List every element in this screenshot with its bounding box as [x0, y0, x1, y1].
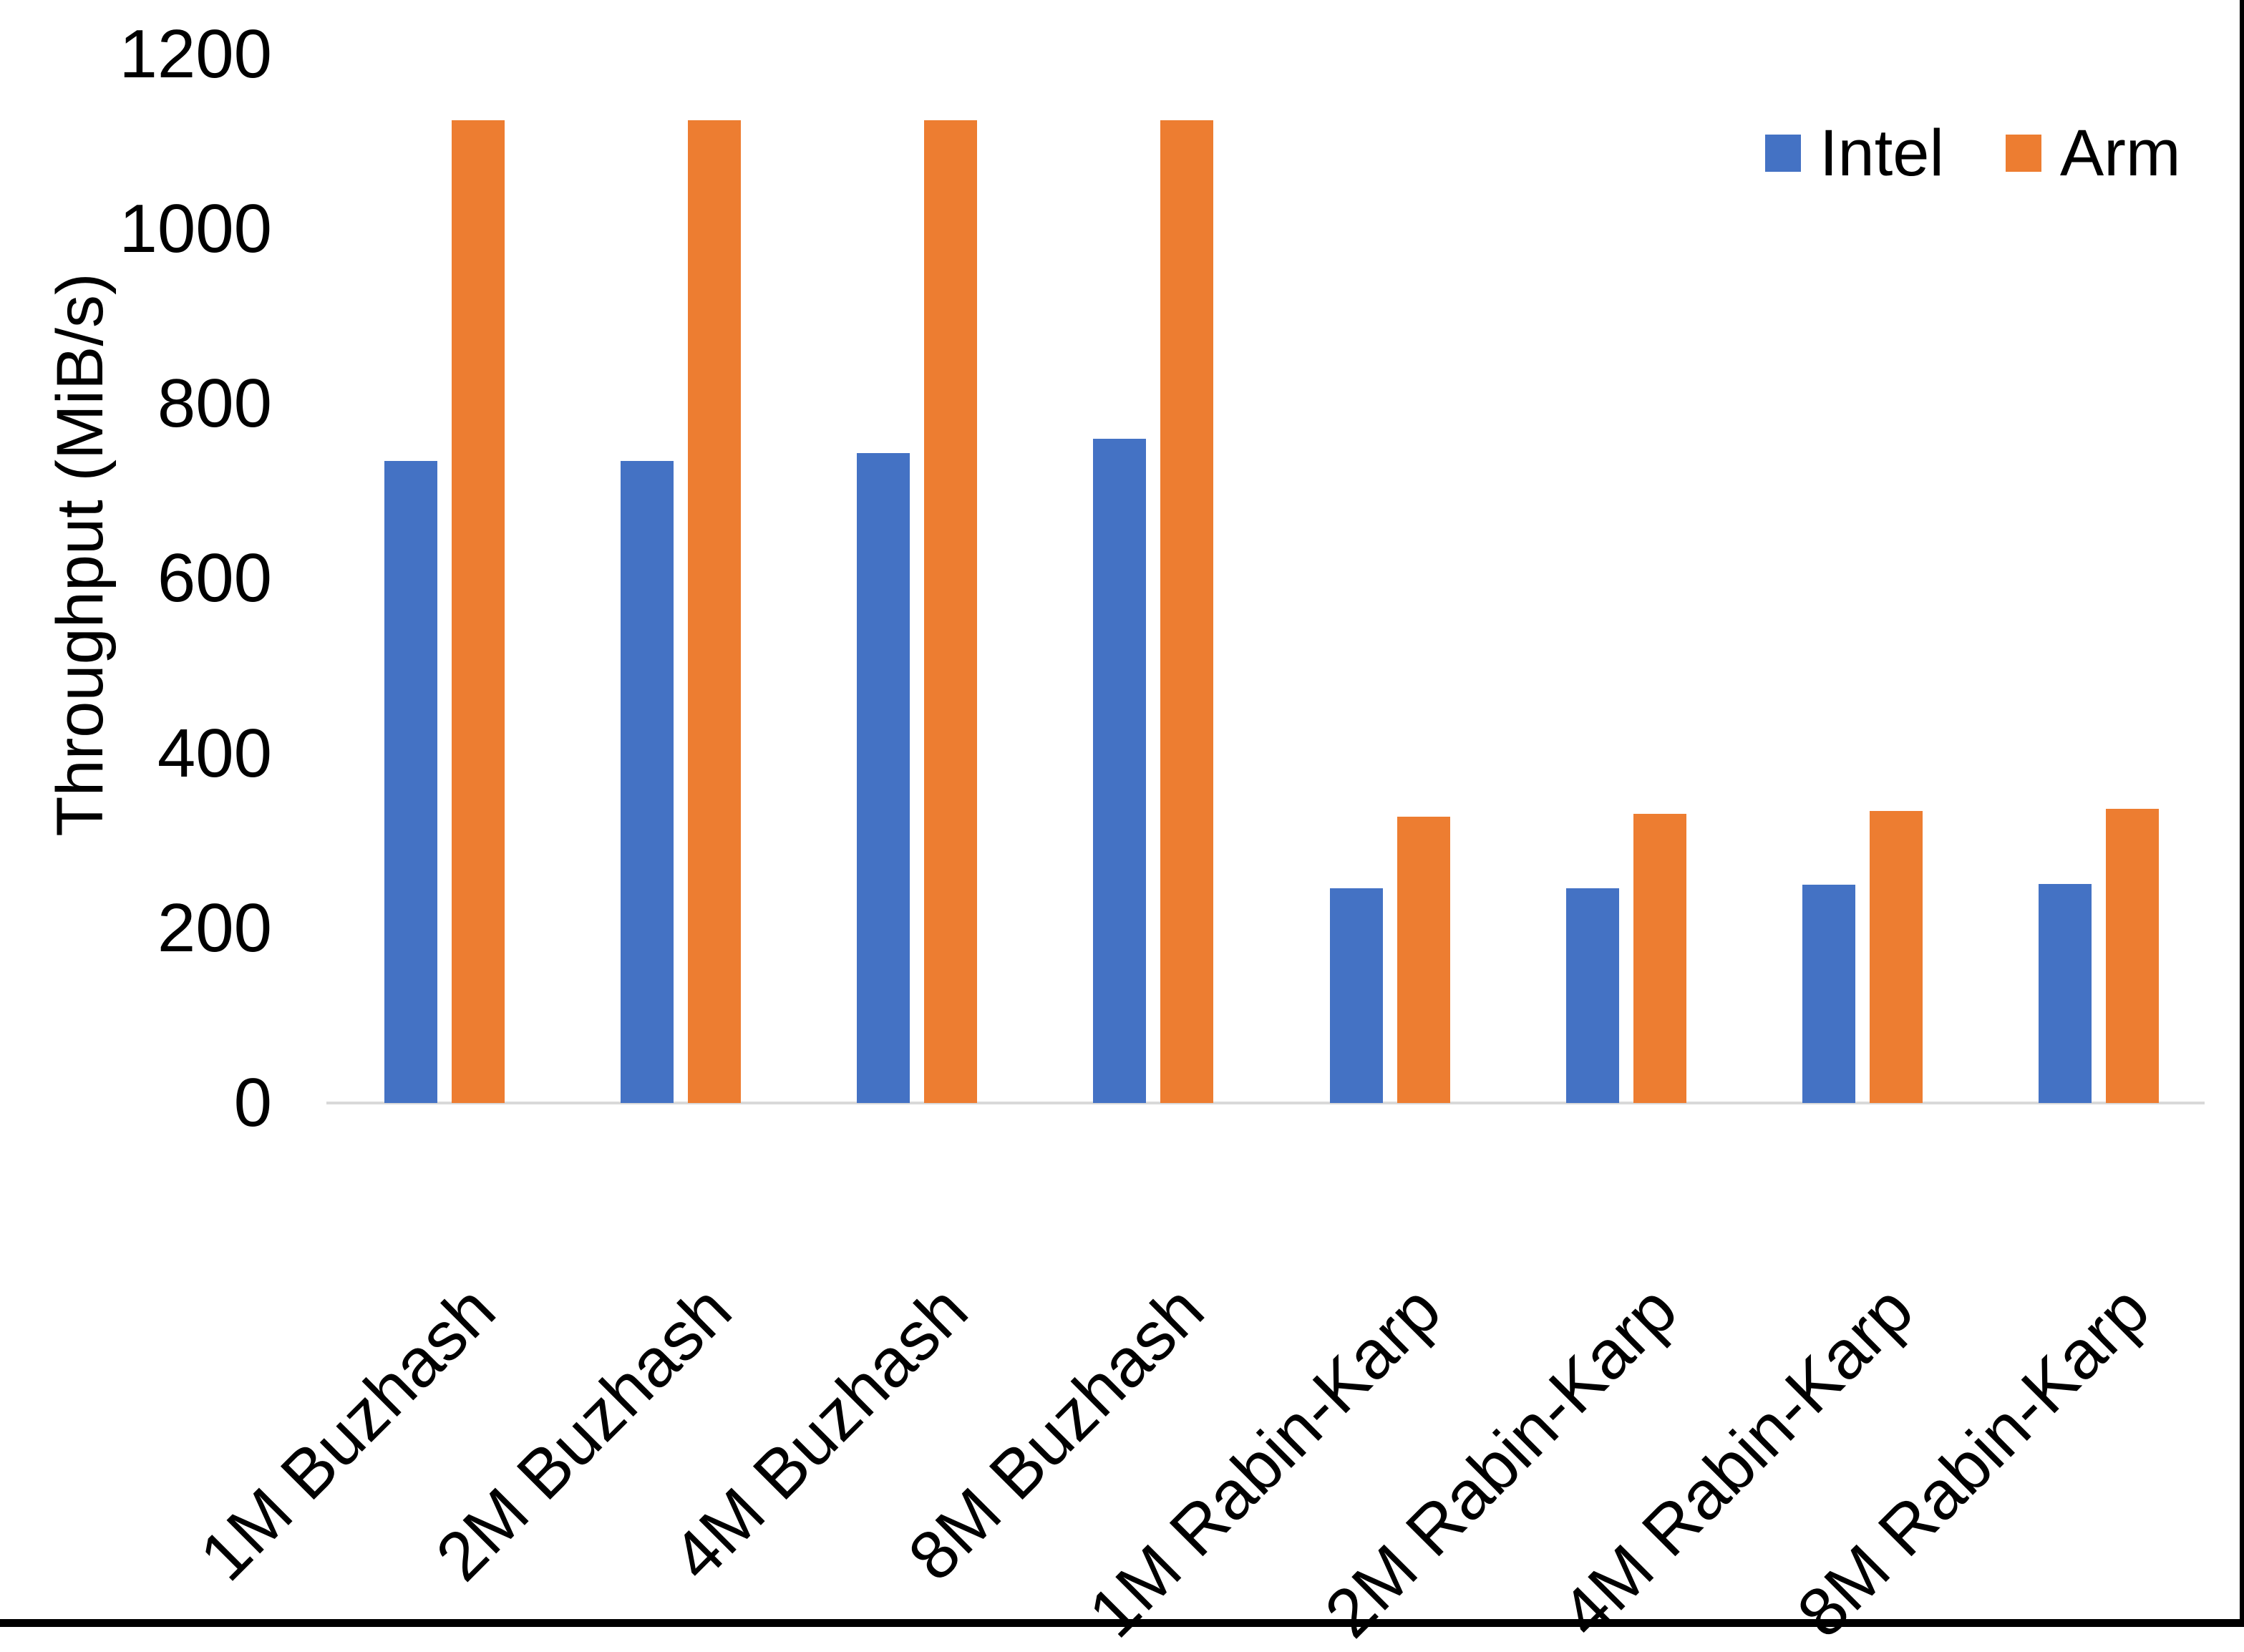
y-tick-label-400: 400	[157, 715, 272, 792]
bar-arm-2m-buzhash	[688, 120, 741, 1103]
y-tick-label-1000: 1000	[119, 190, 272, 267]
y-tick-label-600: 600	[157, 540, 272, 616]
bar-arm-8m-rabin-karp	[2106, 809, 2159, 1103]
y-tick-label-1200: 1200	[119, 16, 272, 92]
bar-arm-2m-rabin-karp	[1633, 814, 1686, 1103]
bar-intel-1m-buzhash	[384, 461, 437, 1103]
bar-arm-1m-rabin-karp	[1397, 817, 1450, 1103]
bar-arm-1m-buzhash	[452, 120, 505, 1103]
bar-intel-8m-rabin-karp	[2039, 884, 2092, 1103]
legend: Intel Arm	[1765, 120, 2181, 186]
bar-intel-8m-buzhash	[1093, 439, 1146, 1103]
legend-swatch-intel-icon	[1765, 135, 1801, 172]
bar-intel-1m-rabin-karp	[1330, 888, 1383, 1103]
x-axis-line	[326, 1102, 2205, 1104]
screenshot-edge-right	[2240, 0, 2244, 1627]
legend-swatch-arm-icon	[2005, 135, 2041, 172]
bar-intel-2m-buzhash	[621, 461, 674, 1103]
bar-arm-4m-buzhash	[924, 120, 977, 1103]
y-tick-label-800: 800	[157, 365, 272, 442]
y-tick-label-0: 0	[233, 1064, 272, 1141]
bar-intel-4m-buzhash	[857, 453, 910, 1103]
y-tick-label-200: 200	[157, 890, 272, 966]
bar-intel-4m-rabin-karp	[1802, 885, 1855, 1103]
screenshot-edge-bottom	[0, 1619, 2244, 1627]
bar-arm-4m-rabin-karp	[1870, 811, 1923, 1103]
legend-label-intel: Intel	[1820, 117, 1944, 190]
bar-intel-2m-rabin-karp	[1566, 888, 1619, 1103]
bar-arm-8m-buzhash	[1160, 120, 1213, 1103]
y-axis-title: Throughput (MiB/s)	[44, 273, 117, 837]
legend-label-arm: Arm	[2059, 117, 2181, 190]
